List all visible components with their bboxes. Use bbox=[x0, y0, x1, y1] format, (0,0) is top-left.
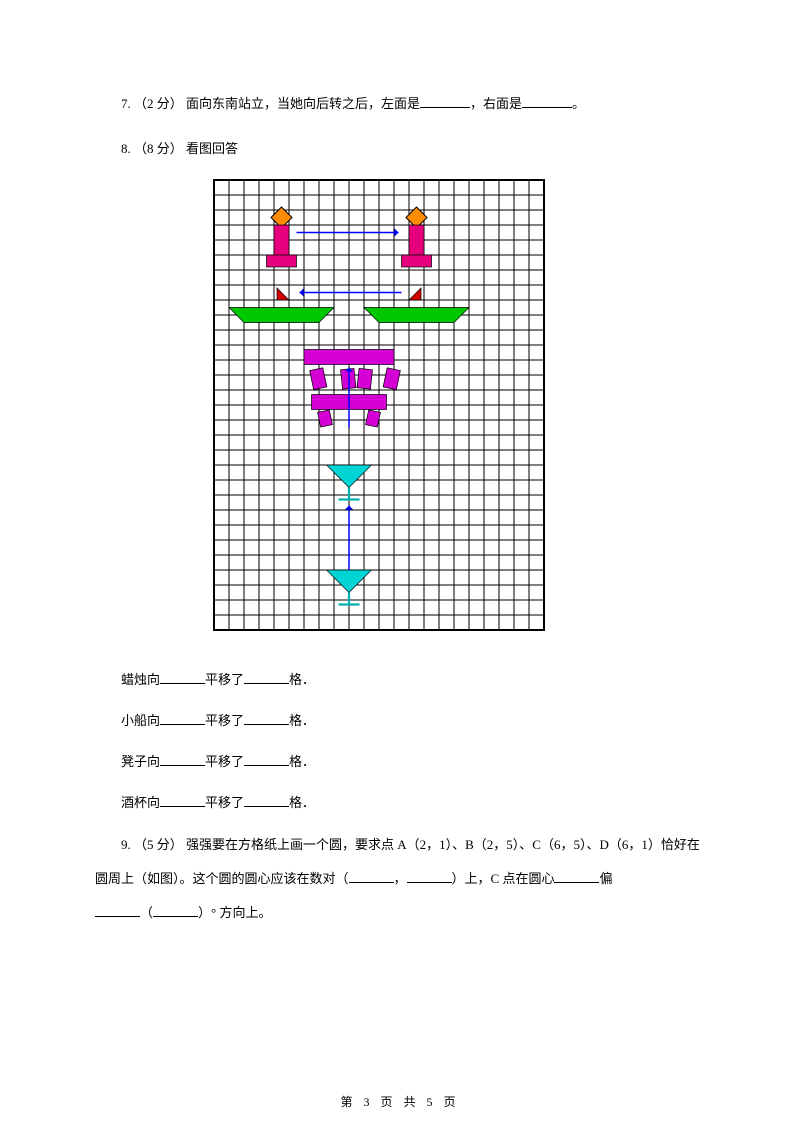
blank[interactable] bbox=[244, 710, 289, 725]
blank[interactable] bbox=[160, 792, 205, 807]
blank[interactable] bbox=[160, 751, 205, 766]
blank[interactable] bbox=[160, 710, 205, 725]
question-8-label: 8. （8 分） 看图回答 bbox=[95, 133, 705, 164]
question-9: 9. （5 分） 强强要在方格纸上画一个圆，要求点 A（2，1）、B（2，5）、… bbox=[95, 828, 705, 929]
blank[interactable] bbox=[244, 792, 289, 807]
q7-text-b: ，右面是 bbox=[470, 96, 522, 111]
blank[interactable] bbox=[244, 751, 289, 766]
page-footer: 第 3 页 共 5 页 bbox=[0, 1093, 800, 1110]
q8-item-cup: 酒杯向平移了格． bbox=[95, 787, 705, 818]
blank[interactable] bbox=[522, 93, 572, 108]
q8-item-stool: 凳子向平移了格． bbox=[95, 746, 705, 777]
blank[interactable] bbox=[160, 669, 205, 684]
q8-sub-items: 蜡烛向平移了格． 小船向平移了格． 凳子向平移了格． 酒杯向平移了格． bbox=[95, 664, 705, 819]
q8-text: 8. （8 分） 看图回答 bbox=[121, 141, 238, 156]
blank[interactable] bbox=[420, 93, 470, 108]
q7-text-c: 。 bbox=[572, 96, 585, 111]
blank[interactable] bbox=[244, 669, 289, 684]
grid-figure bbox=[212, 178, 705, 643]
question-7: 7. （2 分） 面向东南站立，当她向后转之后，左面是 ，右面是 。 bbox=[95, 88, 705, 119]
blank[interactable] bbox=[407, 868, 452, 883]
grid-svg bbox=[212, 178, 546, 632]
blank[interactable] bbox=[95, 902, 140, 917]
blank[interactable] bbox=[153, 902, 198, 917]
q7-text-a: 7. （2 分） 面向东南站立，当她向后转之后，左面是 bbox=[121, 96, 420, 111]
q8-item-candle: 蜡烛向平移了格． bbox=[95, 664, 705, 695]
q8-item-boat: 小船向平移了格． bbox=[95, 705, 705, 736]
blank[interactable] bbox=[349, 868, 394, 883]
blank[interactable] bbox=[554, 868, 599, 883]
